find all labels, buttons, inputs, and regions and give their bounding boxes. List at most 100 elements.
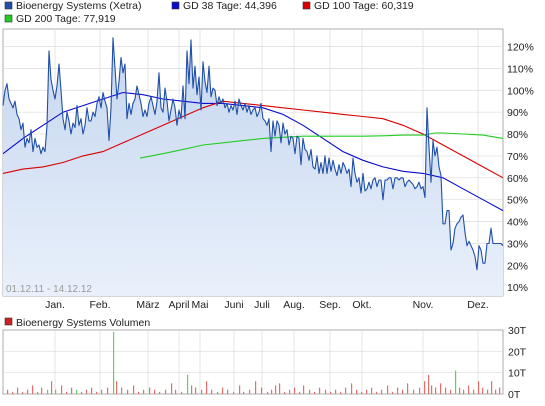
volume-bar bbox=[47, 389, 49, 394]
volume-bar bbox=[445, 387, 447, 394]
y-tick-label: 100% bbox=[507, 85, 534, 97]
y-tick-label: 90% bbox=[507, 107, 528, 119]
volume-bar bbox=[487, 389, 489, 394]
volume-bar bbox=[201, 389, 203, 394]
volume-bar bbox=[463, 389, 465, 394]
volume-bar bbox=[419, 387, 421, 394]
volume-bar bbox=[143, 389, 145, 394]
legend-label: GD 38 Tage: 44,396 bbox=[183, 0, 277, 12]
volume-bar bbox=[7, 389, 9, 394]
legend-swatch bbox=[302, 1, 311, 10]
volume-bar bbox=[261, 387, 263, 394]
volume-bar bbox=[397, 387, 399, 394]
volume-bar bbox=[27, 389, 29, 394]
y-tick-label: 80% bbox=[507, 129, 528, 141]
volume-bar bbox=[289, 389, 291, 394]
x-tick-label: April bbox=[168, 299, 189, 311]
volume-bar bbox=[459, 387, 461, 394]
volume-bar bbox=[387, 385, 389, 394]
volume-bar bbox=[351, 383, 353, 394]
volume-bar bbox=[101, 389, 103, 394]
volume-bar bbox=[325, 389, 327, 394]
volume-bar bbox=[381, 389, 383, 394]
volume-bar bbox=[175, 389, 177, 394]
volume-bar bbox=[181, 391, 183, 394]
volume-bar bbox=[491, 381, 493, 394]
volume-bar bbox=[51, 381, 53, 394]
volume-bar bbox=[495, 389, 497, 394]
volume-bar bbox=[91, 387, 93, 394]
volume-bar bbox=[227, 389, 229, 394]
volume-bar bbox=[12, 391, 14, 394]
volume-bar bbox=[191, 385, 193, 394]
volume-bar bbox=[113, 332, 115, 394]
volume-bar bbox=[55, 389, 57, 394]
volume-bar bbox=[314, 391, 316, 394]
volume-bar bbox=[309, 389, 311, 394]
volume-bar bbox=[86, 389, 88, 394]
volume-bar bbox=[499, 387, 501, 394]
volume-bar bbox=[249, 389, 251, 394]
volume-bar bbox=[468, 385, 470, 394]
legend-swatch bbox=[4, 14, 13, 23]
x-tick-label: Juli bbox=[254, 299, 270, 311]
volume-bar bbox=[76, 389, 78, 394]
volume-bar bbox=[371, 387, 373, 394]
volume-bar bbox=[133, 385, 135, 394]
volume-bar bbox=[195, 387, 197, 394]
gd38-line bbox=[2, 91, 504, 212]
volume-bar bbox=[222, 387, 224, 394]
volume-bar bbox=[402, 389, 404, 394]
x-tick-label: Feb. bbox=[89, 299, 110, 311]
gd100-line bbox=[2, 100, 504, 179]
x-tick-label: Juni bbox=[224, 299, 243, 311]
legend-label: GD 100 Tage: 60,319 bbox=[314, 0, 414, 12]
x-tick-label: Okt. bbox=[352, 299, 371, 311]
volume-bar bbox=[299, 391, 301, 394]
volume-bar bbox=[356, 389, 358, 394]
volume-bar bbox=[473, 389, 475, 394]
volume-bar bbox=[294, 387, 296, 394]
volume-bar bbox=[17, 387, 19, 394]
volume-bar bbox=[171, 383, 173, 394]
y-tick-label: 110% bbox=[507, 63, 533, 75]
volume-bar bbox=[275, 385, 277, 394]
volume-bar bbox=[138, 391, 140, 394]
volume-y-tick-label: 0T bbox=[508, 389, 521, 401]
volume-bar bbox=[345, 387, 347, 394]
volume-bar bbox=[37, 391, 39, 394]
legend-label: GD 200 Tage: 77,919 bbox=[16, 13, 116, 25]
volume-bar bbox=[206, 381, 208, 394]
volume-bar bbox=[431, 385, 433, 394]
price-line bbox=[2, 37, 504, 271]
volume-bar bbox=[335, 389, 337, 394]
gd200-line bbox=[139, 132, 504, 159]
y-tick-label: 10% bbox=[507, 282, 528, 294]
volume-bar bbox=[319, 387, 321, 394]
volume-panel bbox=[2, 329, 504, 395]
legend-swatch bbox=[4, 1, 13, 10]
x-tick-label: März bbox=[136, 299, 159, 311]
x-tick-label: Jan. bbox=[45, 299, 65, 311]
volume-bar bbox=[279, 383, 281, 394]
volume-bar bbox=[361, 391, 363, 394]
volume-bar bbox=[41, 387, 43, 394]
y-tick-label: 60% bbox=[507, 173, 528, 185]
volume-bar bbox=[154, 389, 156, 394]
volume-bar bbox=[32, 385, 34, 394]
volume-bar bbox=[66, 391, 68, 394]
volume-bar bbox=[107, 387, 109, 394]
volume-y-tick-label: 20T bbox=[508, 346, 527, 358]
volume-bar bbox=[165, 389, 167, 394]
volume-bar bbox=[392, 391, 394, 394]
y-tick-label: 40% bbox=[507, 217, 528, 229]
volume-bar bbox=[217, 391, 219, 394]
volume-bar bbox=[149, 387, 151, 394]
volume-bar bbox=[81, 391, 83, 394]
volume-bar bbox=[255, 381, 257, 394]
volume-bar bbox=[121, 387, 123, 394]
volume-bar bbox=[440, 383, 442, 394]
volume-bar bbox=[211, 389, 213, 394]
